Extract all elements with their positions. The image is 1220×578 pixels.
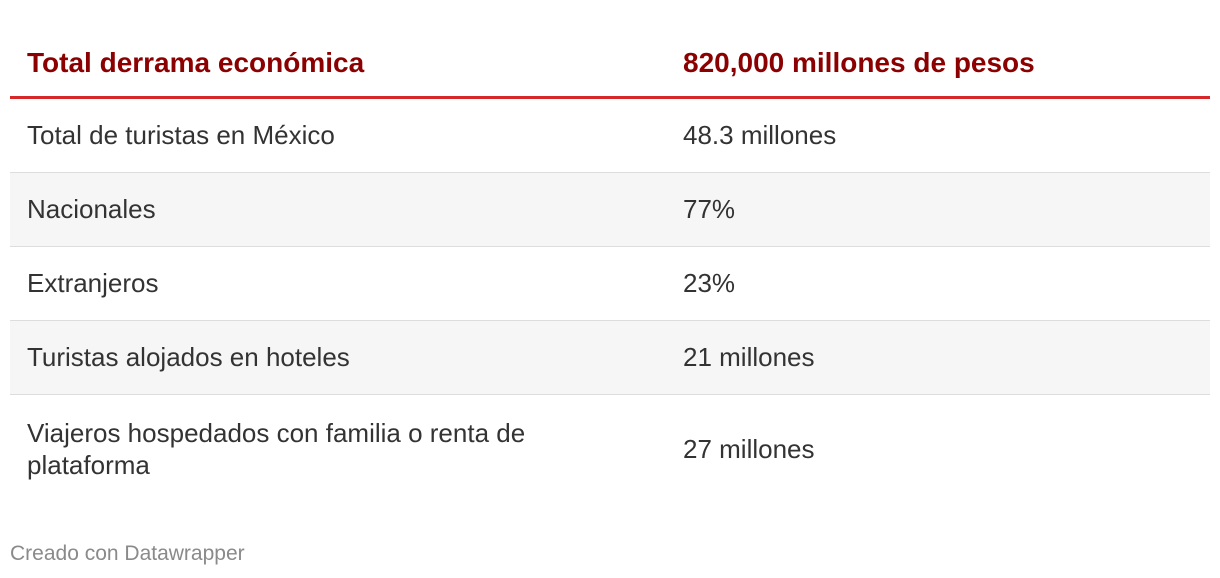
header-value-cell: 820,000 millones de pesos — [683, 46, 1035, 78]
table-row: Turistas alojados en hoteles 21 millones — [10, 321, 1210, 395]
row-label-cell: Turistas alojados en hoteles — [27, 342, 350, 372]
datawrapper-credit: Creado con Datawrapper — [10, 542, 245, 565]
header-label-cell: Total derrama económica — [27, 46, 365, 78]
row-value-cell: 48.3 millones — [683, 120, 837, 150]
row-value-cell: 21 millones — [683, 342, 815, 372]
table-row: Total de turistas en México 48.3 millone… — [10, 99, 1210, 173]
row-value-cell: 23% — [683, 268, 736, 298]
table-row: Extranjeros 23% — [10, 247, 1210, 321]
table-header-row: Total derrama económica 820,000 millones… — [10, 26, 1210, 99]
row-label-cell: Extranjeros — [27, 268, 159, 298]
table-row: Nacionales 77% — [10, 173, 1210, 247]
data-table: Total derrama económica 820,000 millones… — [10, 26, 1210, 503]
row-label-cell: Total de turistas en México — [27, 120, 335, 150]
table-row: Viajeros hospedados con familia o renta … — [10, 395, 1210, 503]
row-label-cell: Nacionales — [27, 194, 156, 224]
row-value-cell: 77% — [683, 194, 736, 224]
row-value-cell: 27 millones — [683, 433, 815, 464]
row-label-cell: Viajeros hospedados con familia o renta … — [27, 418, 526, 480]
